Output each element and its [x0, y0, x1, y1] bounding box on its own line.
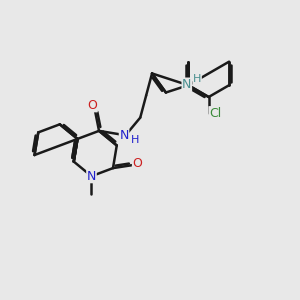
Text: O: O — [87, 99, 97, 112]
Text: H: H — [193, 74, 201, 84]
Text: O: O — [133, 157, 142, 170]
Text: Cl: Cl — [209, 107, 221, 120]
Text: N: N — [182, 78, 191, 91]
Text: N: N — [87, 170, 96, 183]
Text: H: H — [131, 135, 139, 145]
Text: N: N — [119, 129, 129, 142]
